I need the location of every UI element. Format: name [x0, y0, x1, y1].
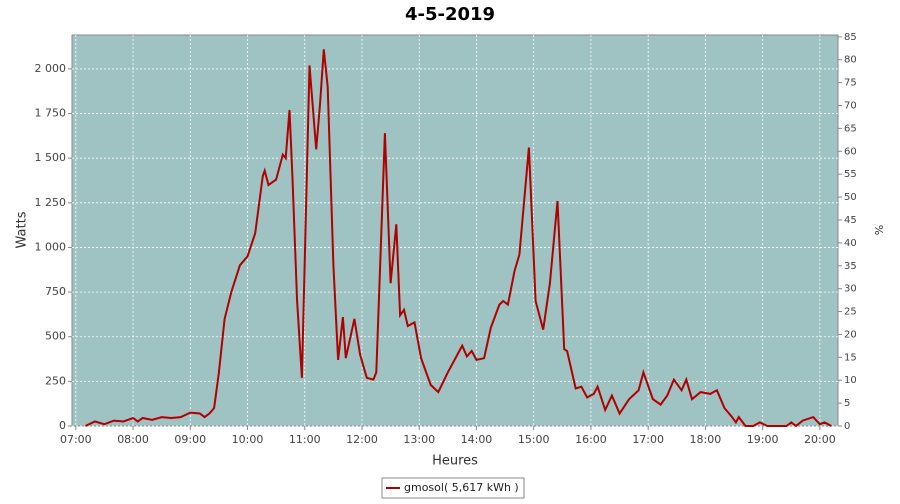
y2-tick-label: 20	[844, 329, 857, 340]
y2-tick-label: 25	[844, 307, 857, 318]
x-tick-label: 12:00	[346, 433, 378, 446]
y-tick-label: 1 500	[35, 151, 67, 164]
y2-tick-label: 30	[844, 284, 857, 295]
x-tick-label: 07:00	[60, 433, 92, 446]
y-tick-label: 500	[45, 330, 66, 343]
y2-tick-label: 55	[844, 169, 857, 180]
y-tick-label: 1 000	[35, 240, 67, 253]
data-line	[84, 49, 832, 428]
y2-tick-label: 45	[844, 215, 857, 226]
y2-tick-label: 60	[844, 146, 857, 157]
x-tick-label: 18:00	[690, 433, 722, 446]
x-tick-label: 19:00	[747, 433, 779, 446]
y2-tick-label: 70	[844, 101, 857, 112]
chart-title: 4-5-2019	[405, 4, 495, 25]
y2-tick-label: 0	[844, 421, 850, 432]
x-tick-label: 20:00	[804, 433, 836, 446]
legend-box	[381, 477, 525, 499]
y2-tick-label: 75	[844, 78, 857, 89]
y2-tick-label: 40	[844, 238, 857, 249]
y-tick-label: 1 750	[35, 107, 67, 120]
y2-tick-label: 35	[844, 261, 857, 272]
y2-tick-label: 5	[844, 398, 850, 409]
legend-item: gmosol( 5,617 kWh )	[381, 477, 525, 499]
y2-axis-label: %	[873, 225, 886, 235]
plot-area	[71, 34, 839, 427]
x-tick-label: 13:00	[403, 433, 435, 446]
x-tick-label: 10:00	[232, 433, 264, 446]
x-tick-label: 09:00	[174, 433, 206, 446]
x-axis-label: Heures	[432, 454, 478, 469]
y2-tick-label: 15	[844, 352, 857, 363]
y-axis-label: Watts	[15, 211, 30, 248]
y2-tick-label: 80	[844, 55, 857, 66]
y-tick-label: 750	[45, 285, 66, 298]
x-tick-label: 11:00	[289, 433, 321, 446]
x-tick-label: 14:00	[461, 433, 493, 446]
x-tick-label: 15:00	[518, 433, 550, 446]
y-tick-label: 1 250	[35, 196, 67, 209]
y2-tick-label: 10	[844, 375, 857, 386]
y-tick-label: 2 000	[35, 62, 67, 75]
y2-tick-label: 65	[844, 123, 857, 134]
legend-label: gmosol( 5,617 kWh )	[404, 481, 519, 494]
x-tick-label: 17:00	[632, 433, 664, 446]
x-tick-label: 08:00	[117, 433, 149, 446]
y-tick-label: 0	[59, 419, 66, 432]
y2-tick-label: 50	[844, 192, 857, 203]
y2-tick-label: 85	[844, 32, 857, 43]
x-tick-label: 16:00	[575, 433, 607, 446]
y-tick-label: 250	[45, 374, 66, 387]
